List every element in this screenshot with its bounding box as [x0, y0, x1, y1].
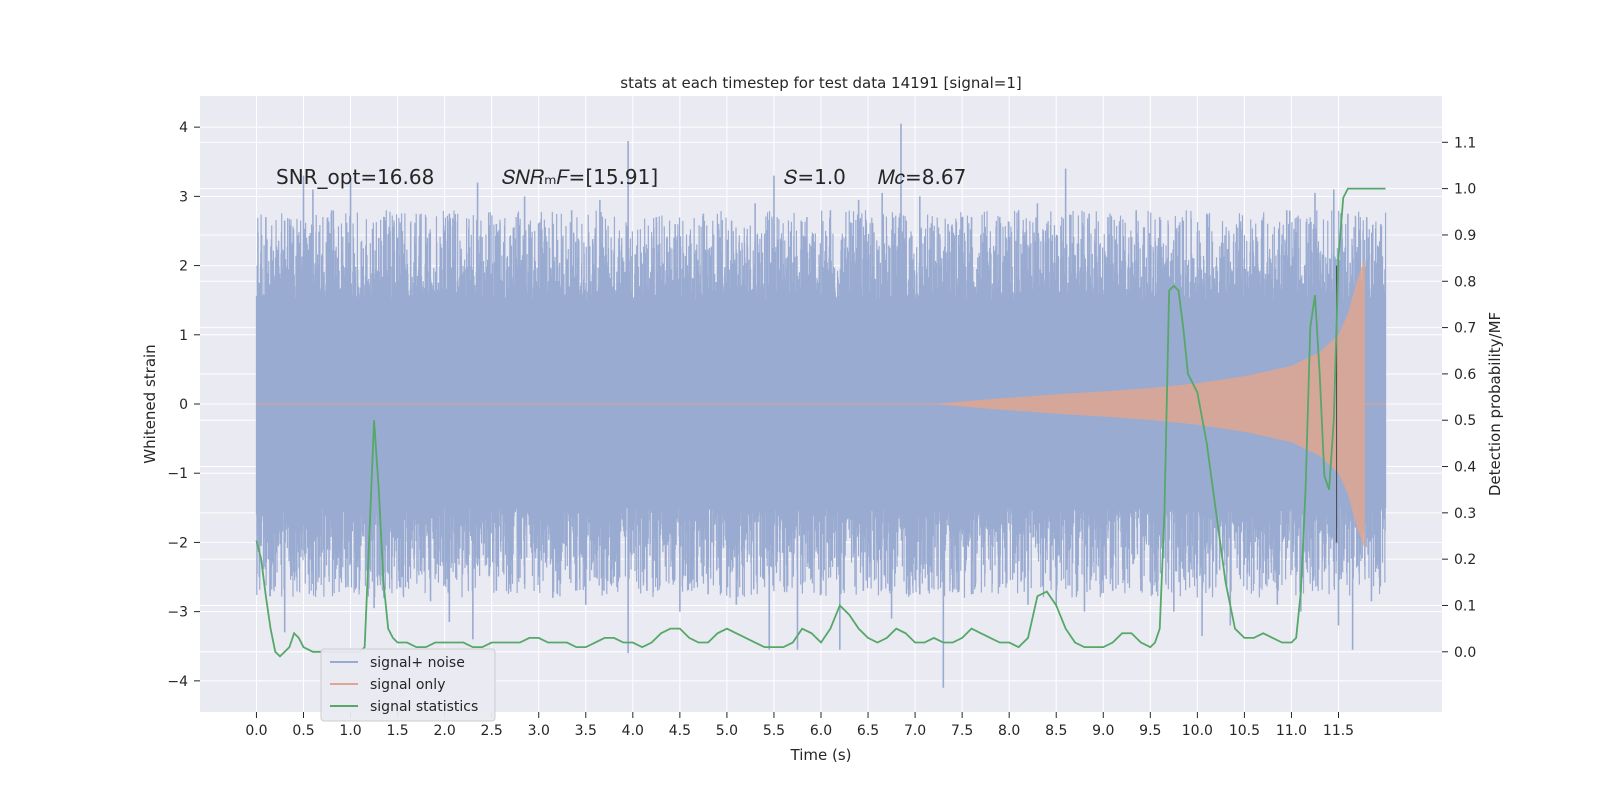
x-tick-label: 11.5	[1323, 723, 1354, 739]
x-tick-label: 8.0	[998, 723, 1020, 739]
legend-box	[320, 648, 496, 722]
y-tick-label: −4	[167, 674, 188, 690]
y2-axis-label: Detection probability/MF	[1486, 312, 1504, 496]
signal-statistics-series	[255, 187, 1386, 658]
y2-tick-label: 0.4	[1454, 460, 1476, 476]
x-tick-label: 5.0	[716, 723, 738, 739]
signal-envelope	[933, 258, 1365, 550]
y-tick-label: −3	[167, 605, 188, 621]
y-tick-label: 0	[179, 397, 188, 413]
legend-label-signal-statistics: signal statistics	[370, 699, 478, 715]
y2-tick-label: 0.7	[1454, 321, 1476, 337]
y2-tick-label: 0.5	[1454, 413, 1476, 429]
annotation-snr-mf: 𝑆𝑁𝑅ₘ𝐹=[15.91]	[502, 165, 658, 189]
x-tick-label: 8.5	[1045, 723, 1067, 739]
x-tick-label: 6.5	[857, 723, 879, 739]
x-tick-label: 5.5	[763, 723, 785, 739]
x-axis-ticks: 0.0 0.5 1.0 1.5 2.0 2.5 3.0 3.5 4.0 4.5 5.0 5.5 6.0 6…	[245, 712, 1354, 739]
y2-tick-label: 0.2	[1454, 552, 1476, 568]
x-tick-label: 9.0	[1092, 723, 1114, 739]
legend: signal+ noise signal only signal statist…	[320, 648, 496, 722]
chart-title: stats at each timestep for test data 141…	[620, 74, 1021, 92]
x-tick-label: 1.5	[386, 723, 408, 739]
statistics-line	[255, 187, 1386, 658]
y2-tick-label: 0.8	[1454, 274, 1476, 290]
x-tick-label: 3.0	[528, 723, 550, 739]
x-tick-label: 7.0	[904, 723, 926, 739]
y-tick-label: 1	[179, 328, 188, 344]
x-axis-label: Time (s)	[790, 746, 852, 764]
y-axis-ticks: −4 −3 −2 −1 0 1 2 3 4	[167, 120, 200, 690]
x-tick-label: 0.0	[245, 723, 267, 739]
y-axis-label: Whitened strain	[141, 344, 159, 463]
y-tick-label: −2	[167, 535, 188, 551]
x-tick-label: 0.5	[292, 723, 314, 739]
y2-tick-label: 1.0	[1454, 182, 1476, 198]
y-tick-label: −1	[167, 466, 188, 482]
x-tick-label: 1.0	[339, 723, 361, 739]
y2-tick-label: 0.1	[1454, 598, 1476, 614]
x-tick-label: 2.5	[481, 723, 503, 739]
annotation-mc: 𝑀𝑐=8.67	[878, 165, 966, 189]
x-tick-label: 4.5	[669, 723, 691, 739]
y-tick-label: 4	[179, 120, 188, 136]
x-tick-label: 4.0	[622, 723, 644, 739]
x-tick-label: 3.5	[575, 723, 597, 739]
legend-label-signal-only: signal only	[370, 677, 445, 693]
y2-tick-label: 0.3	[1454, 506, 1476, 522]
annotation-s: 𝑆=1.0	[784, 165, 846, 189]
y-tick-label: 3	[179, 189, 188, 205]
x-tick-label: 7.5	[951, 723, 973, 739]
annotation-snr-opt: SNR_opt=16.68	[276, 165, 434, 189]
x-tick-label: 10.0	[1182, 723, 1213, 739]
x-tick-label: 2.0	[434, 723, 456, 739]
x-tick-label: 11.0	[1276, 723, 1307, 739]
y-tick-label: 2	[179, 259, 188, 275]
x-tick-label: 9.5	[1139, 723, 1161, 739]
x-tick-label: 6.0	[810, 723, 832, 739]
legend-label-signal-noise: signal+ noise	[370, 655, 465, 671]
x-tick-label: 10.5	[1229, 723, 1260, 739]
y2-axis-ticks: 0.0 0.1 0.2 0.3 0.4 0.5 0.6 0.7 0.8 0.9 1.0 1.1	[1442, 135, 1476, 661]
y2-tick-label: 0.0	[1454, 645, 1476, 661]
y2-tick-label: 1.1	[1454, 135, 1476, 151]
y2-tick-label: 0.9	[1454, 228, 1476, 244]
y2-tick-label: 0.6	[1454, 367, 1476, 383]
